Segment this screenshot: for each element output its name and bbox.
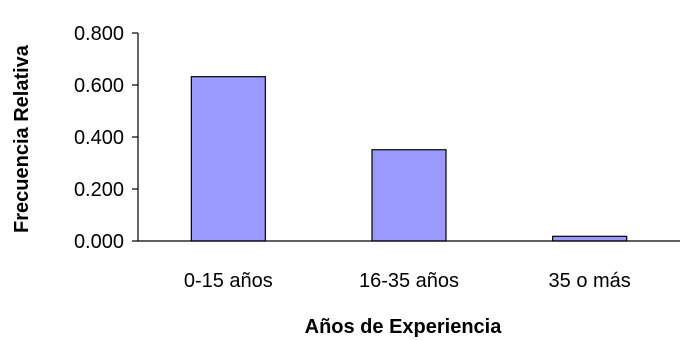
x-tick-label: 16-35 años	[359, 270, 459, 292]
x-tick-label: 0-15 años	[184, 270, 273, 292]
y-tick-label: 0.400	[74, 127, 124, 149]
bar-1	[190, 76, 266, 242]
x-axis-title: Años de Experiencia	[305, 316, 503, 338]
y-tick-label: 0.600	[74, 75, 124, 97]
bars	[190, 76, 628, 242]
x-axis-ticks: 0-15 años 16-35 años 35 o más	[184, 270, 631, 292]
y-axis-ticks: 0.000 0.200 0.400 0.600 0.800	[74, 23, 138, 253]
bar-3	[552, 235, 628, 242]
y-tick-label: 0.200	[74, 179, 124, 201]
y-tick-label: 0.000	[74, 231, 124, 253]
y-tick-label: 0.800	[74, 23, 124, 45]
x-tick-label: 35 o más	[549, 270, 631, 292]
y-axis-title: Frecuencia Relativa	[11, 44, 33, 233]
bar-2	[371, 149, 447, 242]
